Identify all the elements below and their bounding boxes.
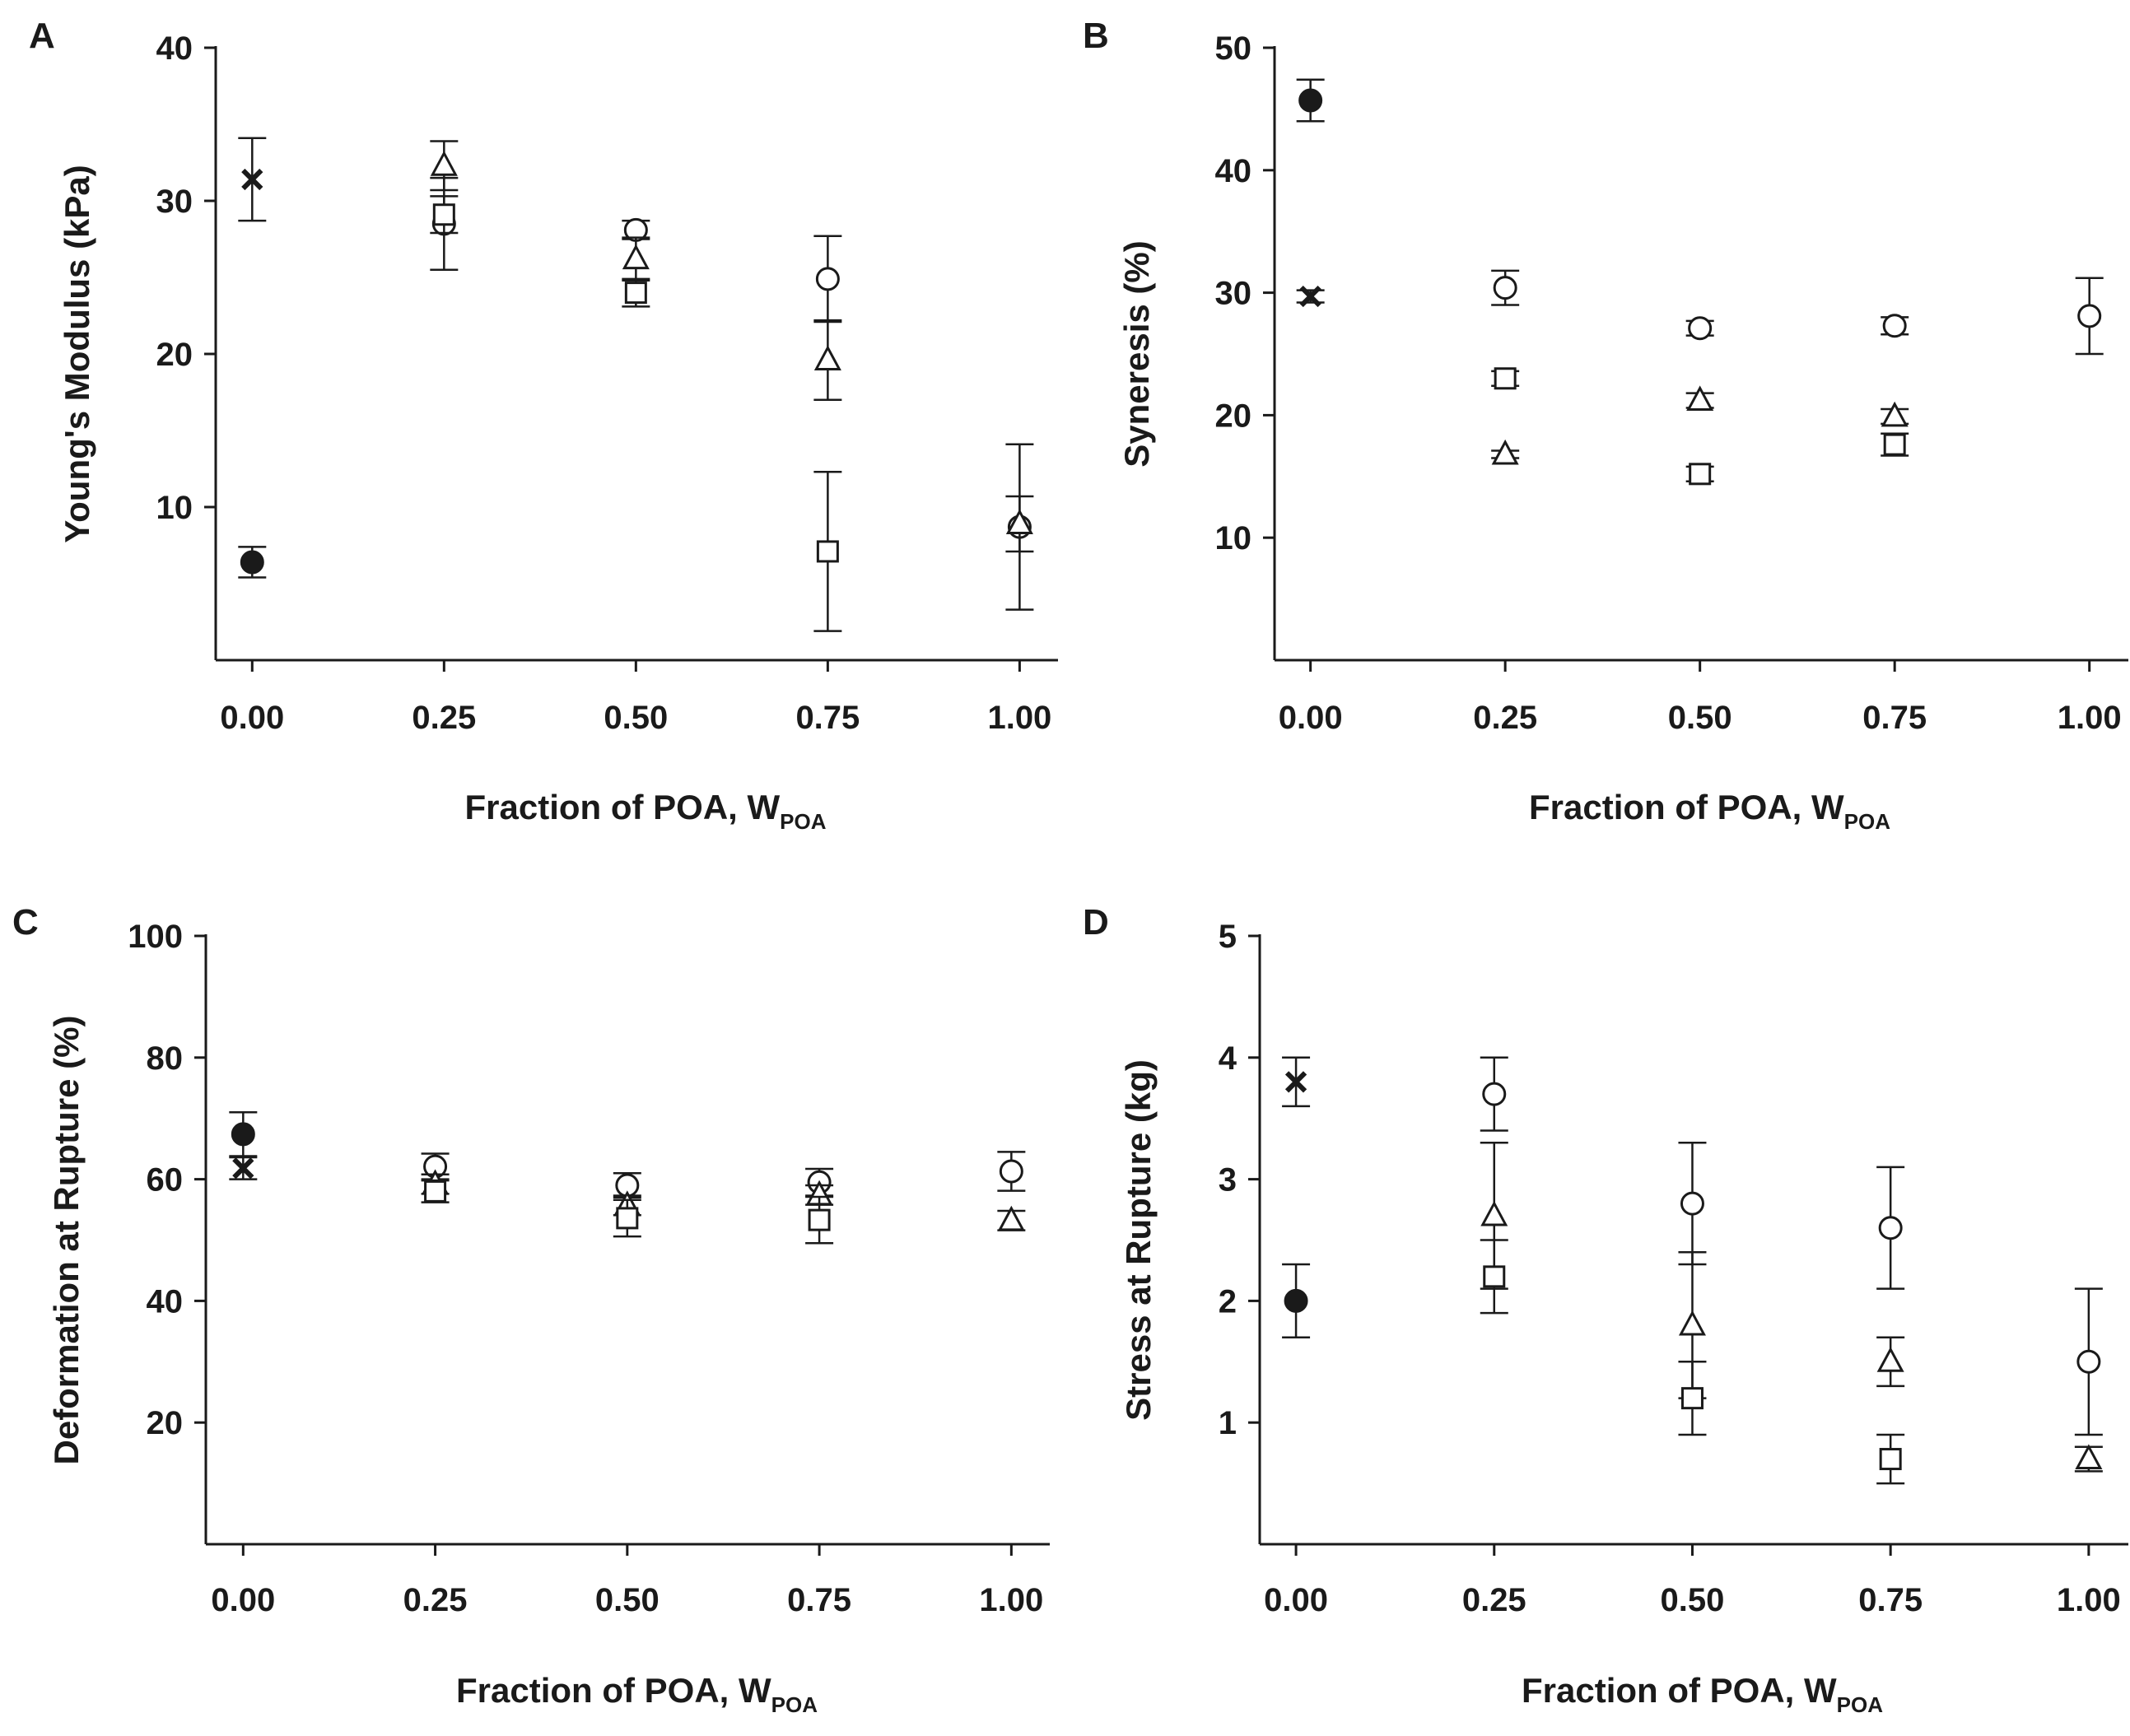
panel-d: D 1 2 3 4 5 0.00 0.25 0.50 0.75 1.00 Fraction of PO…: [1083, 902, 2128, 1717]
x-tick-label: 1.00: [979, 1582, 1043, 1618]
data-point-open-square: [1883, 433, 1906, 456]
data-point-cross: [232, 1157, 254, 1180]
x-axis-title: Fraction of POA, WPOA: [1529, 788, 1890, 834]
data-point-open-circle: [1878, 1216, 1903, 1240]
data-point-open-square: [1494, 367, 1517, 390]
data-point-cross: [1299, 285, 1321, 308]
data-point-open-circle: [1688, 316, 1713, 341]
y-tick-label: 20: [147, 1405, 184, 1441]
x-tick-label: 0.25: [412, 700, 476, 736]
data-point-open-square: [1879, 1448, 1902, 1471]
y-tick-label: 10: [1215, 520, 1252, 556]
y-tick-label: 30: [156, 184, 193, 220]
data-point-open-square: [1689, 463, 1712, 486]
y-tick-label: 5: [1219, 919, 1237, 955]
data-point-open-triangle: [1881, 401, 1909, 427]
x-axis-title: Fraction of POA, WPOA: [465, 788, 827, 834]
y-tick-label: 40: [147, 1283, 184, 1319]
y-tick-label: 80: [147, 1040, 184, 1077]
data-point-open-triangle: [1678, 1310, 1706, 1336]
data-point-open-square: [432, 203, 455, 226]
data-point-open-circle: [1482, 1082, 1507, 1106]
data-point-open-square: [1680, 1387, 1704, 1410]
x-tick-label: 0.00: [220, 700, 284, 736]
data-point-open-circle: [2076, 1349, 2101, 1374]
data-point-open-triangle: [1686, 385, 1714, 412]
data-point-open-square: [624, 282, 647, 305]
y-tick-label: 60: [147, 1162, 184, 1198]
y-tick-label: 100: [128, 919, 183, 955]
data-point-open-square: [616, 1207, 639, 1230]
data-point-open-circle: [1680, 1191, 1704, 1216]
data-point-filled-circle: [1284, 1288, 1308, 1313]
x-tick-label: 1.00: [2058, 700, 2122, 736]
data-point-open-circle: [1882, 314, 1907, 338]
y-tick-label: 40: [156, 30, 193, 67]
data-point-open-triangle: [1480, 1200, 1508, 1226]
data-point-filled-circle: [231, 1122, 255, 1147]
y-axis-title: Young's Modulus (kPa): [58, 165, 96, 543]
panel-label: D: [1083, 902, 1109, 942]
panel-label: B: [1083, 16, 1109, 56]
data-point-open-square: [816, 540, 839, 563]
x-tick-label: 1.00: [987, 700, 1051, 736]
y-tick-label: 50: [1215, 30, 1252, 67]
x-tick-label: 1.00: [2057, 1582, 2121, 1618]
data-point-open-triangle: [622, 244, 650, 270]
data-point-open-triangle: [813, 345, 841, 370]
data-point-open-triangle: [1491, 439, 1519, 465]
panel-a: A 10 20 30 40 0.00 0.25 0.50 0.75 1.00 Fraction of…: [29, 16, 1058, 834]
data-point-open-circle: [2077, 304, 2102, 328]
y-tick-label: 40: [1215, 153, 1252, 189]
y-tick-label: 20: [1215, 398, 1252, 434]
panel-label: C: [12, 902, 39, 942]
data-point-open-triangle: [430, 151, 458, 176]
y-tick-label: 1: [1219, 1405, 1237, 1441]
data-point-open-square: [1483, 1265, 1506, 1288]
x-tick-label: 0.25: [1462, 1582, 1526, 1618]
data-point-open-circle: [999, 1159, 1023, 1184]
data-point-open-triangle: [2075, 1444, 2103, 1470]
x-tick-label: 0.00: [1264, 1582, 1328, 1618]
x-tick-label: 0.50: [1661, 1582, 1725, 1618]
panel-c: C 20 40 60 80 100 0.00 0.25 0.50 0.75 1.00 Fraction…: [12, 902, 1050, 1717]
x-tick-label: 0.75: [1858, 1582, 1923, 1618]
x-tick-label: 0.50: [595, 1582, 660, 1618]
data-point-filled-circle: [240, 550, 264, 575]
panel-label: A: [29, 16, 55, 56]
panel-b: B 10 20 30 40 50 0.00 0.25 0.50 0.75 1.00 Fraction …: [1083, 16, 2128, 834]
y-axis-title: Deformation at Rupture (%): [47, 1016, 86, 1465]
x-axis-title: Fraction of POA, WPOA: [456, 1671, 818, 1717]
y-tick-label: 10: [156, 490, 193, 526]
y-axis-title: Syneresis (%): [1117, 240, 1156, 467]
x-tick-label: 0.75: [1862, 700, 1927, 736]
data-point-open-circle: [1493, 276, 1517, 300]
x-tick-label: 0.00: [211, 1582, 275, 1618]
x-tick-label: 0.50: [604, 700, 668, 736]
data-point-cross: [241, 168, 263, 191]
y-tick-label: 2: [1219, 1283, 1237, 1319]
y-tick-label: 20: [156, 337, 193, 373]
data-point-open-square: [808, 1208, 831, 1231]
y-tick-label: 3: [1219, 1162, 1237, 1198]
data-point-open-square: [424, 1180, 447, 1203]
y-tick-label: 4: [1219, 1040, 1237, 1077]
x-tick-label: 0.50: [1668, 700, 1732, 736]
y-axis-title: Stress at Rupture (kg): [1119, 1059, 1158, 1421]
x-tick-label: 0.75: [795, 700, 860, 736]
data-point-open-circle: [815, 267, 840, 291]
x-tick-label: 0.75: [787, 1582, 851, 1618]
data-point-open-triangle: [997, 1205, 1025, 1231]
y-tick-label: 30: [1215, 276, 1252, 312]
x-tick-label: 0.00: [1279, 700, 1343, 736]
x-axis-title: Fraction of POA, WPOA: [1522, 1671, 1883, 1717]
data-point-open-triangle: [1005, 509, 1033, 534]
data-point-open-triangle: [1876, 1347, 1904, 1372]
data-point-filled-circle: [1298, 88, 1323, 113]
x-tick-label: 0.25: [403, 1582, 468, 1618]
x-tick-label: 0.25: [1473, 700, 1537, 736]
data-point-cross: [1284, 1071, 1307, 1093]
